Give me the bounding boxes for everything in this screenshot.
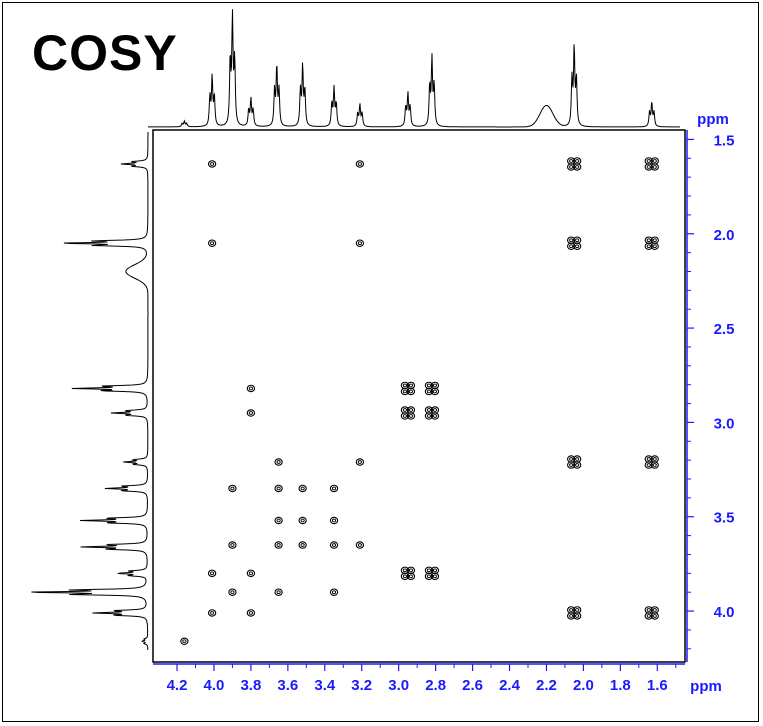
x-tick-label-13: 1.6	[647, 677, 668, 694]
cross-peak	[424, 566, 440, 581]
cross-peak	[228, 541, 237, 549]
chart-title: COSY	[32, 25, 178, 81]
cross-peak	[246, 409, 256, 417]
y-tick-label-2: 2.5	[714, 321, 735, 338]
x-tick-label-9: 2.4	[499, 677, 521, 694]
left-projection-trace	[31, 132, 149, 650]
x-axis-label: ppm	[690, 678, 722, 695]
cross-peak	[329, 588, 339, 596]
x-tick-label-3: 3.6	[277, 677, 298, 694]
cross-peak	[567, 455, 582, 469]
cross-peak	[180, 637, 189, 645]
top-projection-trace	[148, 9, 680, 128]
x-axis: 4.2 4.0 3.8 3.6 3.4 3.2 3.0 2.8 2.6 2.4 2.2 2.0 1.8 1…	[153, 663, 685, 694]
x-tick-label-11: 2.0	[573, 677, 594, 694]
x-tick-label-7: 2.8	[425, 677, 446, 694]
cross-peak	[400, 406, 416, 420]
cross-peak	[298, 516, 307, 525]
left-projection-spectrum	[31, 132, 149, 650]
cross-peak	[355, 541, 365, 549]
cross-peak	[228, 484, 237, 493]
cross-peak	[644, 455, 659, 469]
x-tick-label-1: 4.0	[204, 677, 225, 694]
y-tick-label-1: 2.0	[714, 227, 735, 244]
top-projection-spectrum	[148, 9, 680, 128]
cross-peak	[644, 236, 659, 250]
cross-peak	[355, 458, 365, 466]
cross-peak	[329, 484, 339, 493]
cross-peak	[246, 384, 256, 393]
y-tick-label-4: 3.5	[714, 510, 735, 527]
cross-peak	[644, 157, 659, 171]
cross-peak	[355, 160, 365, 168]
cross-peaks	[180, 157, 659, 645]
cross-peak	[329, 516, 339, 525]
cross-peak	[567, 157, 582, 171]
x-tick-label-4: 3.4	[314, 677, 336, 694]
cross-peak	[207, 239, 217, 247]
cross-peak	[207, 609, 217, 617]
cross-peak	[228, 588, 237, 596]
y-tick-label-5: 4.0	[714, 604, 735, 621]
plot-area	[152, 129, 686, 663]
cross-peak	[355, 239, 365, 247]
cross-peak	[246, 569, 256, 578]
cross-peak	[567, 236, 582, 250]
y-tick-label-0: 1.5	[714, 132, 735, 149]
y-axis-label: ppm	[697, 111, 729, 128]
cross-peak	[274, 541, 283, 549]
cross-peak	[207, 569, 217, 578]
y-axis: 1.5 2.0 2.5 3.0 3.5 4.0	[686, 130, 735, 662]
cross-peak	[424, 406, 440, 420]
cross-peak	[298, 484, 307, 493]
x-tick-label-6: 3.0	[388, 677, 409, 694]
cross-peak	[644, 606, 659, 620]
x-tick-label-12: 1.8	[610, 677, 631, 694]
x-tick-label-2: 3.8	[240, 677, 261, 694]
cross-peak	[400, 566, 416, 581]
x-tick-label-0: 4.2	[167, 677, 188, 694]
cross-peak	[274, 588, 283, 596]
cross-peak	[424, 381, 440, 396]
cross-peak	[207, 160, 217, 168]
x-tick-label-8: 2.6	[462, 677, 483, 694]
cross-peak	[274, 458, 283, 466]
cross-peak	[274, 484, 283, 493]
cross-peak	[298, 541, 307, 549]
x-tick-label-10: 2.2	[536, 677, 557, 694]
cross-peak	[567, 606, 582, 620]
x-tick-label-5: 3.2	[351, 677, 372, 694]
cross-peak	[246, 609, 256, 617]
cross-peak	[274, 516, 283, 525]
cross-peak	[400, 381, 416, 396]
y-tick-label-3: 3.0	[714, 415, 735, 432]
cross-peak	[329, 541, 339, 549]
